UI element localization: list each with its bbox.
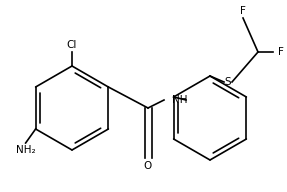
Text: F: F: [278, 47, 284, 57]
Text: NH: NH: [172, 95, 187, 105]
Text: O: O: [144, 161, 152, 171]
Text: F: F: [240, 6, 246, 16]
Text: S: S: [225, 77, 231, 87]
Text: NH₂: NH₂: [16, 145, 35, 155]
Text: Cl: Cl: [67, 40, 77, 50]
